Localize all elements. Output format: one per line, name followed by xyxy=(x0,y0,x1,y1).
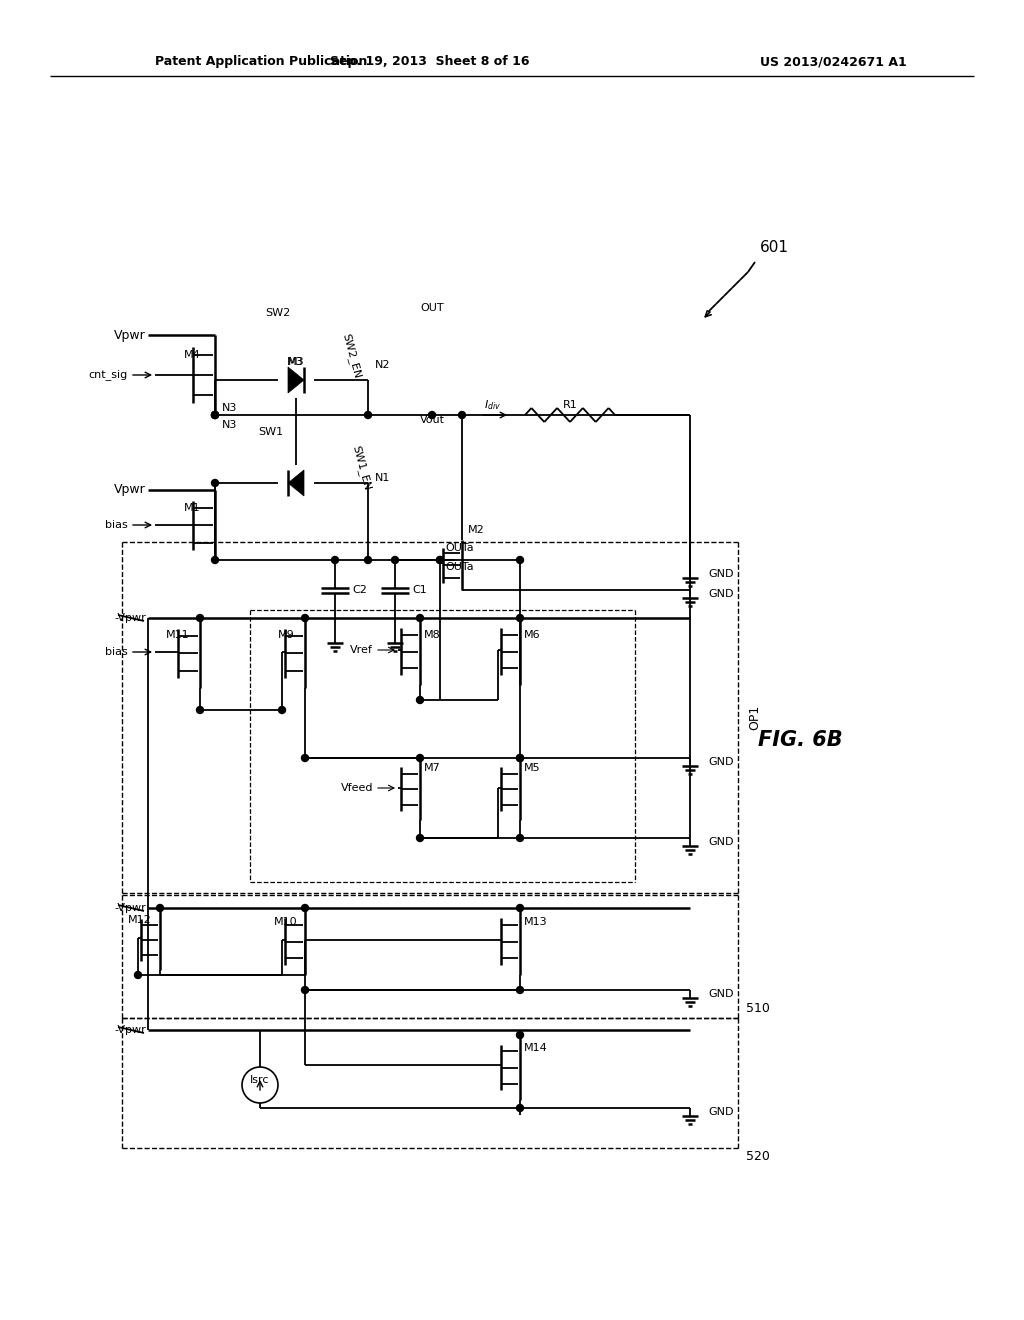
Text: Vref: Vref xyxy=(350,645,373,655)
Text: GND: GND xyxy=(708,837,733,847)
Circle shape xyxy=(516,1031,523,1039)
Circle shape xyxy=(301,986,308,994)
Text: M9: M9 xyxy=(278,630,294,640)
Text: GND: GND xyxy=(708,989,733,999)
Circle shape xyxy=(212,412,218,418)
Text: M2: M2 xyxy=(468,525,484,535)
Text: C1: C1 xyxy=(412,585,427,595)
Circle shape xyxy=(197,615,204,622)
Circle shape xyxy=(417,615,424,622)
Text: M3: M3 xyxy=(288,356,304,367)
Text: $I_{div}$: $I_{div}$ xyxy=(484,399,501,412)
Text: GND: GND xyxy=(708,589,733,599)
Text: Vpwr: Vpwr xyxy=(115,329,146,342)
Text: N2: N2 xyxy=(375,360,390,370)
Text: -Vpwr: -Vpwr xyxy=(115,612,146,623)
Circle shape xyxy=(417,755,424,762)
Circle shape xyxy=(436,557,443,564)
Text: GND: GND xyxy=(708,569,733,579)
Circle shape xyxy=(332,557,339,564)
Text: M5: M5 xyxy=(524,763,541,774)
Text: N3: N3 xyxy=(222,420,238,430)
Circle shape xyxy=(516,557,523,564)
Text: M12: M12 xyxy=(128,915,152,925)
Circle shape xyxy=(301,755,308,762)
Polygon shape xyxy=(288,470,304,496)
Text: M6: M6 xyxy=(524,630,541,640)
Text: Sep. 19, 2013  Sheet 8 of 16: Sep. 19, 2013 Sheet 8 of 16 xyxy=(331,55,529,69)
Text: M4: M4 xyxy=(183,350,201,360)
Text: Isrc: Isrc xyxy=(250,1074,269,1085)
Circle shape xyxy=(365,557,372,564)
Circle shape xyxy=(516,755,523,762)
Circle shape xyxy=(279,706,286,714)
Text: bias: bias xyxy=(105,647,128,657)
Circle shape xyxy=(212,479,218,487)
Text: GND: GND xyxy=(708,756,733,767)
Text: Patent Application Publication: Patent Application Publication xyxy=(155,55,368,69)
Text: Vpwr: Vpwr xyxy=(115,483,146,496)
Text: US 2013/0242671 A1: US 2013/0242671 A1 xyxy=(760,55,906,69)
Text: SW1_EN: SW1_EN xyxy=(350,445,373,491)
Circle shape xyxy=(417,697,424,704)
Text: OP1: OP1 xyxy=(748,705,761,730)
Text: M14: M14 xyxy=(524,1043,548,1053)
Text: M3: M3 xyxy=(287,356,303,367)
Text: M10: M10 xyxy=(274,917,298,927)
Text: GND: GND xyxy=(708,1107,733,1117)
Text: SW1: SW1 xyxy=(258,426,283,437)
Circle shape xyxy=(516,615,523,622)
Text: M1: M1 xyxy=(183,503,201,513)
Text: OUTa: OUTa xyxy=(445,562,474,572)
Circle shape xyxy=(516,986,523,994)
Text: FIG. 6B: FIG. 6B xyxy=(758,730,843,750)
Text: -Vpwr: -Vpwr xyxy=(115,903,146,913)
Text: -Vpwr: -Vpwr xyxy=(115,1026,146,1035)
Text: SW2_EN: SW2_EN xyxy=(340,333,362,380)
Circle shape xyxy=(516,755,523,762)
Text: C2: C2 xyxy=(352,585,367,595)
Text: SW2: SW2 xyxy=(265,308,291,318)
Circle shape xyxy=(157,904,164,912)
Circle shape xyxy=(436,557,443,564)
Text: cnt_sig: cnt_sig xyxy=(89,370,128,380)
Text: 601: 601 xyxy=(760,240,790,256)
Text: OUT: OUT xyxy=(420,304,443,313)
Circle shape xyxy=(459,412,466,418)
Text: M13: M13 xyxy=(524,917,548,927)
Text: M7: M7 xyxy=(424,763,440,774)
Text: R1: R1 xyxy=(562,400,578,411)
Text: 510: 510 xyxy=(746,1002,770,1015)
Text: N1: N1 xyxy=(375,473,390,483)
Text: N3: N3 xyxy=(222,403,238,413)
Text: bias: bias xyxy=(105,520,128,531)
Text: OUTa: OUTa xyxy=(445,543,474,553)
Circle shape xyxy=(301,615,308,622)
Text: M8: M8 xyxy=(424,630,440,640)
Circle shape xyxy=(365,412,372,418)
Circle shape xyxy=(301,904,308,912)
Circle shape xyxy=(417,834,424,842)
Text: Vfeed: Vfeed xyxy=(341,783,373,793)
Text: Vout: Vout xyxy=(420,414,444,425)
Circle shape xyxy=(212,412,218,418)
Circle shape xyxy=(212,557,218,564)
Circle shape xyxy=(197,706,204,714)
Circle shape xyxy=(428,412,435,418)
Text: M11: M11 xyxy=(166,630,189,640)
Circle shape xyxy=(516,834,523,842)
Text: 520: 520 xyxy=(746,1150,770,1163)
Circle shape xyxy=(391,557,398,564)
Polygon shape xyxy=(288,367,304,393)
Circle shape xyxy=(516,1105,523,1111)
Circle shape xyxy=(134,972,141,978)
Circle shape xyxy=(516,904,523,912)
Circle shape xyxy=(212,412,218,418)
